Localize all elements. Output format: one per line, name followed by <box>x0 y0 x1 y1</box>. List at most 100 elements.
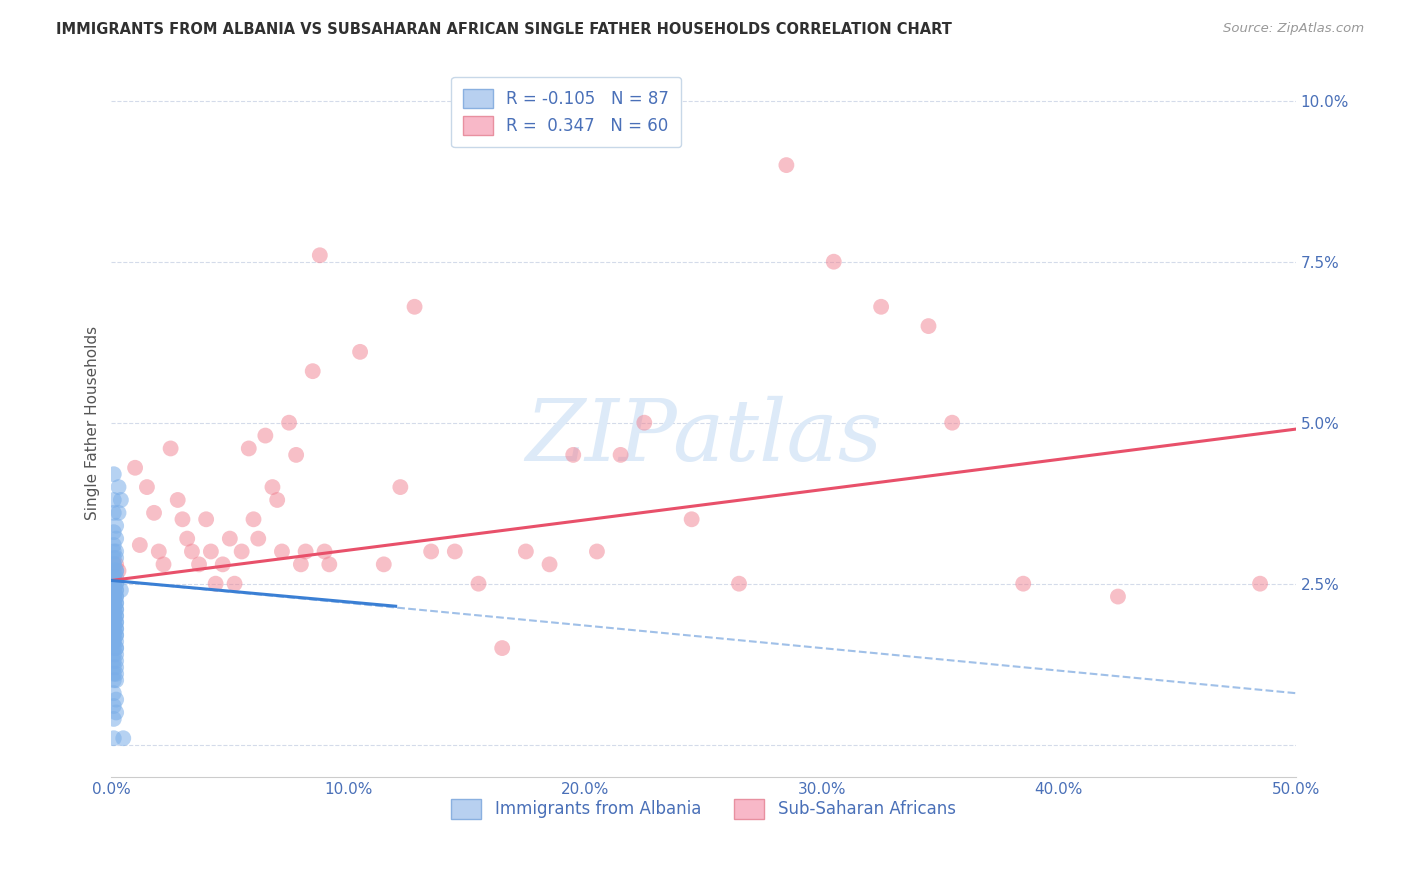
Point <box>107 564 129 578</box>
Point <box>105 564 128 578</box>
Point <box>195 512 218 526</box>
Point <box>105 576 128 591</box>
Point <box>238 442 260 456</box>
Point <box>389 480 412 494</box>
Point <box>103 660 125 674</box>
Point <box>128 538 150 552</box>
Point <box>110 493 132 508</box>
Point <box>562 448 585 462</box>
Point <box>103 544 125 558</box>
Point <box>103 506 125 520</box>
Point <box>443 544 465 558</box>
Point <box>103 583 125 598</box>
Point <box>103 608 125 623</box>
Point <box>105 673 128 688</box>
Point <box>105 692 128 706</box>
Point <box>941 416 963 430</box>
Point <box>103 602 125 616</box>
Point <box>373 558 395 572</box>
Point <box>105 532 128 546</box>
Point <box>103 596 125 610</box>
Point <box>103 602 125 616</box>
Point <box>159 442 181 456</box>
Point <box>404 300 426 314</box>
Y-axis label: Single Father Households: Single Father Households <box>86 326 100 520</box>
Point <box>103 564 125 578</box>
Text: ZIPatlas: ZIPatlas <box>524 395 882 478</box>
Point <box>105 641 128 656</box>
Point <box>420 544 443 558</box>
Text: Source: ZipAtlas.com: Source: ZipAtlas.com <box>1223 22 1364 36</box>
Point <box>301 364 323 378</box>
Point <box>262 480 284 494</box>
Point <box>105 602 128 616</box>
Point <box>124 460 146 475</box>
Point <box>242 512 264 526</box>
Point <box>231 544 253 558</box>
Point <box>103 576 125 591</box>
Point <box>271 544 294 558</box>
Point <box>1012 576 1035 591</box>
Point <box>823 254 845 268</box>
Point <box>105 628 128 642</box>
Point <box>105 615 128 630</box>
Point <box>103 699 125 714</box>
Point <box>105 641 128 656</box>
Point <box>247 532 270 546</box>
Point <box>681 512 703 526</box>
Point <box>278 416 301 430</box>
Point <box>224 576 246 591</box>
Point <box>586 544 609 558</box>
Point <box>188 558 211 572</box>
Point <box>105 608 128 623</box>
Point <box>105 602 128 616</box>
Point <box>105 628 128 642</box>
Point <box>103 673 125 688</box>
Point <box>103 493 125 508</box>
Point <box>1107 590 1129 604</box>
Point <box>105 634 128 648</box>
Point <box>103 641 125 656</box>
Point <box>103 590 125 604</box>
Point <box>103 628 125 642</box>
Point <box>176 532 198 546</box>
Point <box>103 570 125 584</box>
Point <box>103 648 125 662</box>
Point <box>105 608 128 623</box>
Point <box>200 544 222 558</box>
Point <box>105 590 128 604</box>
Point <box>103 570 125 584</box>
Point <box>1249 576 1271 591</box>
Point <box>211 558 233 572</box>
Point <box>105 706 128 720</box>
Point <box>112 731 135 746</box>
Point <box>266 493 288 508</box>
Point <box>294 544 316 558</box>
Point <box>172 512 194 526</box>
Point <box>103 590 125 604</box>
Point <box>103 686 125 700</box>
Point <box>152 558 174 572</box>
Point <box>204 576 226 591</box>
Point <box>105 518 128 533</box>
Point <box>218 532 240 546</box>
Point <box>105 558 128 572</box>
Point <box>103 731 125 746</box>
Point <box>103 576 125 591</box>
Point <box>103 634 125 648</box>
Point <box>103 654 125 668</box>
Point <box>103 467 125 482</box>
Point <box>103 622 125 636</box>
Point <box>103 596 125 610</box>
Point <box>870 300 893 314</box>
Point <box>349 344 371 359</box>
Point <box>775 158 797 172</box>
Point <box>103 583 125 598</box>
Point <box>105 666 128 681</box>
Point <box>103 576 125 591</box>
Point <box>105 596 128 610</box>
Point <box>105 544 128 558</box>
Text: IMMIGRANTS FROM ALBANIA VS SUBSAHARAN AFRICAN SINGLE FATHER HOUSEHOLDS CORRELATI: IMMIGRANTS FROM ALBANIA VS SUBSAHARAN AF… <box>56 22 952 37</box>
Point <box>143 506 166 520</box>
Point <box>103 596 125 610</box>
